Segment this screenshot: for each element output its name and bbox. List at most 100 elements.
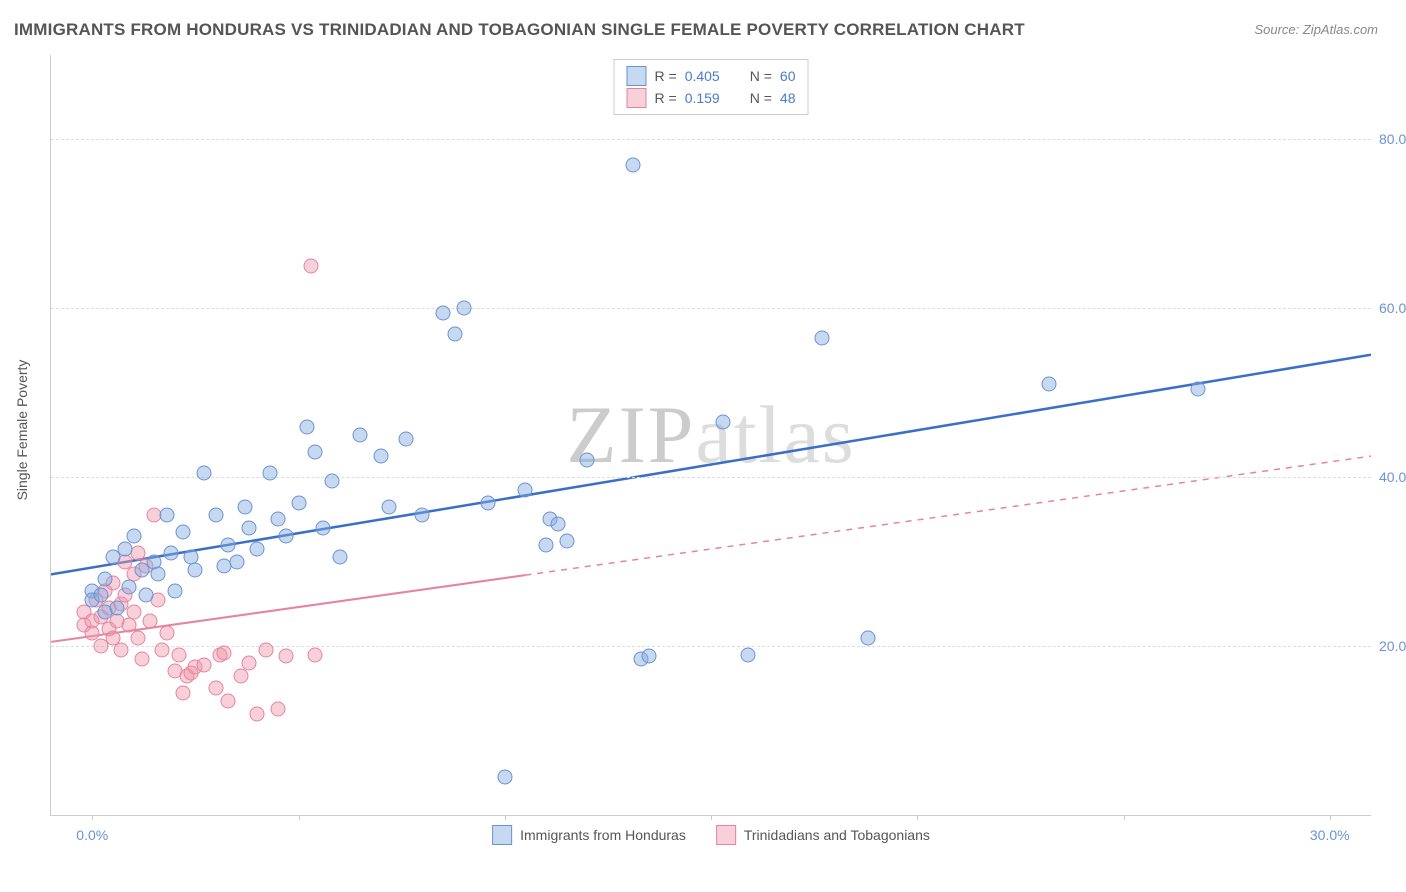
legend-swatch	[492, 825, 512, 845]
data-point	[114, 643, 129, 658]
data-point	[229, 554, 244, 569]
r-value: 0.405	[685, 68, 720, 84]
data-point	[242, 520, 257, 535]
n-label: N =	[750, 68, 772, 84]
data-point	[308, 647, 323, 662]
legend-swatch	[716, 825, 736, 845]
legend-stat-row: R = 0.405 N = 60	[627, 66, 796, 86]
data-point	[860, 630, 875, 645]
data-point	[625, 157, 640, 172]
data-point	[130, 630, 145, 645]
x-tick-label: 0.0%	[76, 827, 108, 843]
r-value: 0.159	[685, 90, 720, 106]
data-point	[279, 529, 294, 544]
data-point	[171, 647, 186, 662]
data-point	[551, 516, 566, 531]
data-point	[196, 657, 211, 672]
x-tick	[299, 815, 300, 820]
data-point	[382, 499, 397, 514]
data-point	[258, 643, 273, 658]
y-axis-label: Single Female Poverty	[14, 360, 30, 501]
x-tick	[1330, 815, 1331, 820]
data-point	[93, 588, 108, 603]
data-point	[435, 305, 450, 320]
data-point	[642, 649, 657, 664]
data-point	[209, 681, 224, 696]
data-point	[126, 605, 141, 620]
data-point	[481, 495, 496, 510]
data-point	[167, 584, 182, 599]
n-value: 60	[780, 68, 796, 84]
gridline	[51, 646, 1371, 647]
data-point	[110, 601, 125, 616]
data-point	[456, 301, 471, 316]
chart-title: IMMIGRANTS FROM HONDURAS VS TRINIDADIAN …	[14, 20, 1025, 40]
r-label: R =	[655, 90, 677, 106]
data-point	[1042, 377, 1057, 392]
data-point	[155, 643, 170, 658]
y-tick-label: 60.0%	[1379, 300, 1406, 316]
n-label: N =	[750, 90, 772, 106]
r-label: R =	[655, 68, 677, 84]
data-point	[415, 508, 430, 523]
data-point	[159, 508, 174, 523]
y-tick-label: 20.0%	[1379, 638, 1406, 654]
data-point	[97, 571, 112, 586]
data-point	[250, 706, 265, 721]
data-point	[291, 495, 306, 510]
data-point	[134, 651, 149, 666]
data-point	[374, 449, 389, 464]
data-point	[118, 542, 133, 557]
data-point	[209, 508, 224, 523]
data-point	[299, 419, 314, 434]
data-point	[270, 702, 285, 717]
data-point	[196, 466, 211, 481]
gridline	[51, 477, 1371, 478]
y-tick-label: 80.0%	[1379, 131, 1406, 147]
x-tick-label: 30.0%	[1310, 827, 1350, 843]
data-point	[262, 466, 277, 481]
legend-item: Immigrants from Honduras	[492, 825, 686, 845]
x-tick	[917, 815, 918, 820]
data-point	[324, 474, 339, 489]
data-point	[270, 512, 285, 527]
data-point	[126, 529, 141, 544]
data-point	[151, 567, 166, 582]
data-point	[716, 415, 731, 430]
legend-swatch	[627, 66, 647, 86]
x-tick	[505, 815, 506, 820]
x-tick	[711, 815, 712, 820]
data-point	[176, 525, 191, 540]
watermark-text: ZIPatlas	[566, 388, 855, 482]
data-point	[448, 326, 463, 341]
data-point	[539, 537, 554, 552]
data-point	[815, 330, 830, 345]
x-tick	[92, 815, 93, 820]
series-legend: Immigrants from Honduras Trinidadians and…	[492, 825, 930, 845]
data-point	[138, 588, 153, 603]
data-point	[518, 482, 533, 497]
data-point	[188, 563, 203, 578]
y-tick-label: 40.0%	[1379, 469, 1406, 485]
data-point	[143, 613, 158, 628]
legend-item: Trinidadians and Tobagonians	[716, 825, 930, 845]
data-point	[122, 580, 137, 595]
data-point	[1190, 381, 1205, 396]
n-value: 48	[780, 90, 796, 106]
data-point	[237, 499, 252, 514]
data-point	[398, 432, 413, 447]
legend-label: Trinidadians and Tobagonians	[744, 827, 930, 843]
data-point	[741, 647, 756, 662]
plot-area: ZIPatlas R = 0.405N = 60R = 0.159N = 48 …	[50, 55, 1371, 816]
data-point	[303, 259, 318, 274]
data-point	[332, 550, 347, 565]
stats-legend: R = 0.405 N = 60 R = 0.159 N = 48	[614, 59, 809, 115]
data-point	[250, 542, 265, 557]
x-tick	[1124, 815, 1125, 820]
data-point	[163, 546, 178, 561]
data-point	[221, 537, 236, 552]
data-point	[233, 668, 248, 683]
legend-swatch	[627, 88, 647, 108]
gridline	[51, 308, 1371, 309]
data-point	[159, 626, 174, 641]
